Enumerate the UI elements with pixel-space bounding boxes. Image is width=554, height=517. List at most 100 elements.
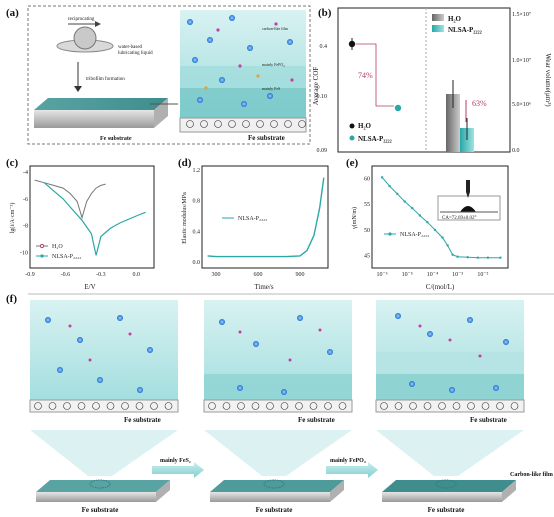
e-inset-label: CA=72.69±0.02° [442, 216, 477, 221]
b-wear-pct: 63% [472, 99, 487, 108]
f-plate-label-3: Fe substrate [428, 506, 465, 514]
f-stage-1: Fe substrate [29, 300, 179, 424]
b-ylabel-left: Average COF [312, 67, 320, 106]
fes-layer-label: mainly FeS [262, 86, 280, 91]
e-xtick-4: 10⁻² [477, 272, 488, 278]
b-ytick-0.09: 0.09 [317, 148, 328, 154]
c-ytick-3: -10 [20, 251, 28, 257]
b-rtick-1: 5.0×10⁶ [512, 102, 531, 108]
molecule-dots-a [187, 15, 294, 107]
b-rtick-0: 0.0 [512, 148, 520, 154]
c-xtick-1: -0.6 [61, 272, 71, 278]
f-plate-1: Fe substrate [36, 479, 170, 514]
e-point [388, 184, 391, 188]
c-xtick-0: -0.9 [25, 272, 35, 278]
e-inset [437, 195, 501, 221]
e-ytick-1: 55 [364, 202, 370, 208]
e-legend: NLSA-P₂₂₂₂ [400, 232, 429, 238]
b-rtick-3: 1.5×10⁷ [512, 12, 531, 18]
f-molecule-balls [45, 313, 509, 395]
d-ytick-0: 0.0 [193, 260, 201, 266]
e-xtick-3: 10⁻³ [452, 272, 463, 278]
b-legend2-h2o: H₂O [448, 15, 462, 23]
water-based-label: water-based [118, 45, 143, 50]
e-ylabel: γ(mN/m) [351, 207, 358, 230]
panel-b: (b) 0.4 0.10 0.09 Average COF 0.0 5.0×10… [312, 7, 552, 154]
e-xtick-0: 10⁻⁶ [376, 272, 387, 278]
f-substrate-circles [34, 402, 519, 410]
e-point [476, 256, 479, 259]
panel-f: (f) Fe substrate Fe substrate Fe substra… [6, 293, 554, 514]
c-series-h2o [34, 179, 106, 220]
b-legend-nlsa: NLSA-P₂₂₂₂ [358, 135, 392, 143]
b-wear-bar-h2o [446, 94, 460, 152]
e-xtick-1: 10⁻⁵ [402, 272, 413, 278]
d-xlabel: Time/s [254, 283, 273, 291]
d-ylabel: Elastic modulus/MPa [182, 192, 188, 244]
b-cof-h2o-point [348, 40, 356, 48]
f-arrow-1 [152, 462, 204, 478]
e-point [451, 253, 454, 256]
e-ytick-2: 50 [364, 228, 370, 234]
b-legend-h2o: H₂O [358, 122, 372, 130]
panel-a: (a) reciprocating water-based lubricatin… [6, 5, 311, 145]
e-point [411, 207, 414, 210]
e-point [441, 236, 444, 239]
e-ytick-3: 45 [364, 254, 370, 260]
f-plate-2: Fe substrate [210, 479, 344, 514]
panel-e-label: (e) [346, 157, 359, 169]
panel-d-label: (d) [178, 157, 192, 169]
substrate-circles-a [186, 120, 306, 128]
d-xtick-1: 600 [254, 272, 263, 278]
f-plate-3: Fe substrate [382, 479, 516, 514]
f-plate-label-1: Fe substrate [82, 506, 119, 514]
fepo4-layer-label: mainly FePO₄ [262, 62, 285, 67]
c-xtick-2: -0.3 [96, 272, 106, 278]
f-arrow-2-label: mainly FePO₄ [330, 458, 366, 464]
e-point [403, 200, 406, 203]
d-legend: NLSA-P₂₂₂₂ [238, 216, 267, 222]
b-legend2-nlsa: NLSA-P₂₂₂₂ [448, 26, 482, 34]
b-ytick-0.4: 0.4 [320, 44, 328, 50]
c-series-nlsa [43, 182, 146, 256]
d-xtick-0: 300 [212, 272, 221, 278]
e-point [426, 221, 429, 224]
d-ytick-1: 0.4 [193, 229, 201, 235]
tribofilm-formation-label: tribofilm formation [86, 77, 125, 82]
b-rtick-2: 1.0×10⁷ [512, 58, 531, 64]
e-point [466, 256, 469, 259]
f-arrow-2 [326, 462, 378, 478]
e-point [418, 214, 422, 217]
lubricating-liquid-label: lubricating liquid [118, 51, 153, 56]
panel-d: (d) Elastic modulus/MPa Time/s 300 600 900… [178, 157, 329, 291]
substrate-right-label: Fe substrate [248, 134, 285, 142]
c-ylabel: lg(i/A·cm⁻²) [9, 203, 16, 234]
d-ytick-3: 1.2 [193, 168, 201, 174]
d-xtick-2: 900 [296, 272, 305, 278]
f-substrate-2: Fe substrate [298, 416, 335, 424]
f-arrow-1-label: mainly FeS₂ [160, 458, 191, 464]
e-point [396, 192, 399, 195]
d-series-nlsa [207, 177, 325, 258]
f-plate-label-2: Fe substrate [256, 506, 293, 514]
e-series-nlsa [381, 176, 501, 259]
f-substrate-3: Fe substrate [470, 416, 507, 424]
c-legend-nlsa: NLSA-P₂₂₂₂ [52, 254, 81, 260]
c-xlabel: E/V [84, 283, 95, 291]
d-ytick-2: 0.8 [193, 199, 201, 205]
f-stage-2: Fe substrate [203, 300, 353, 424]
panel-c: (c) lg(i/A·cm⁻²) E/V -0.9 -0.6 -0.3 0.0 -4 -6… [6, 157, 155, 291]
e-point [446, 244, 449, 247]
e-xtick-2: 10⁻⁴ [427, 272, 438, 278]
b-ytick-0.10: 0.10 [317, 94, 328, 100]
substrate-left-label: Fe substrate [100, 136, 132, 142]
c-xtick-3: 0.0 [133, 272, 141, 278]
carbon-film-label: carbon-like film [262, 26, 289, 31]
e-point [380, 176, 384, 179]
b-ylabel-right: Wear volume(μm³) [544, 53, 552, 107]
panel-b-label: (b) [318, 7, 332, 19]
e-point [486, 256, 490, 259]
e-ytick-0: 60 [364, 176, 370, 182]
f-end-label: Carbon-like film [510, 472, 553, 478]
